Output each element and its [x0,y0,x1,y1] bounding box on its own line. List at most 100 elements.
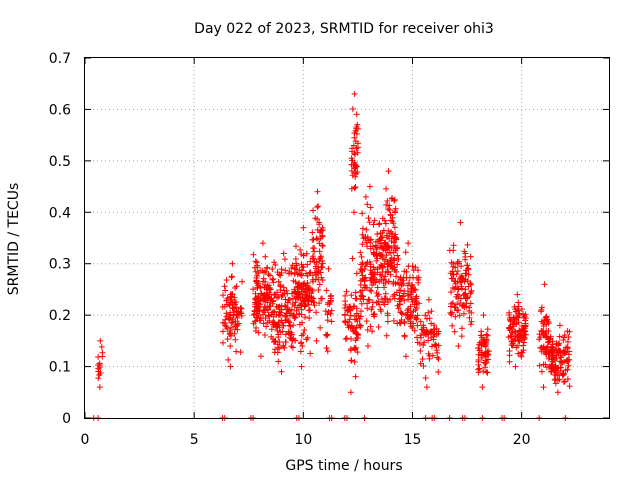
data-point [277,312,284,319]
data-point [342,311,349,318]
data-point [458,285,465,292]
data-point [223,277,230,284]
data-point [384,197,391,204]
data-point [280,322,287,329]
data-point [391,196,398,203]
data-point [522,331,529,338]
data-point [221,320,228,327]
data-point [553,355,560,362]
data-point [286,268,293,275]
data-point [317,324,324,331]
data-point [455,307,462,314]
data-point [304,280,311,287]
data-point [458,263,465,270]
data-point [358,268,365,275]
data-point [365,296,372,303]
data-point [315,270,322,277]
data-point [482,342,489,349]
data-point [282,267,289,274]
data-point [467,253,474,260]
data-point [349,255,356,262]
data-point [227,363,234,370]
data-point [289,344,296,351]
data-point [368,271,375,278]
data-point [288,336,295,343]
data-point [385,278,392,285]
data-point [346,303,353,310]
data-point [271,291,278,298]
data-point [520,342,527,349]
data-point [551,377,558,384]
data-point [543,350,550,357]
data-point [303,250,310,257]
data-point [342,336,349,343]
data-point [454,301,461,308]
data-point [252,303,259,310]
data-point [379,215,386,222]
data-point [484,369,491,376]
data-point [518,332,525,339]
data-point [292,299,299,306]
data-point [351,185,358,192]
data-point [304,261,311,268]
data-point [227,299,234,306]
data-point [483,336,490,343]
data-point [254,284,261,291]
data-point [277,283,284,290]
data-point [316,229,323,236]
data-point [257,353,264,360]
data-point [367,239,374,246]
data-point [328,318,335,325]
data-point [381,301,388,308]
data-point [516,338,523,345]
data-point [384,312,391,319]
data-point [307,307,314,314]
data-point [298,332,305,339]
data-point [349,157,356,164]
data-point [376,244,383,251]
data-point [476,339,483,346]
data-point [277,272,284,279]
data-point [323,287,330,294]
data-point [480,312,487,319]
data-point [296,311,303,318]
data-point [421,329,428,336]
data-point [282,338,289,345]
data-point [369,299,376,306]
data-point [448,289,455,296]
data-point [452,264,459,271]
data-point [560,378,567,385]
data-point [388,195,395,202]
data-point [391,235,398,242]
data-point [564,358,571,365]
data-point [545,320,552,327]
data-point [522,315,529,322]
data-point [409,298,416,305]
y-tick-label: 0.5 [49,154,71,170]
data-point [315,267,322,274]
y-axis-ticks: 0 0.1 0.2 0.3 0.4 0.5 0.6 0.7 [49,51,609,427]
data-point [319,242,326,249]
data-point [290,295,297,302]
data-point [262,278,269,285]
data-point [228,274,235,281]
data-point [506,358,513,365]
data-point [466,314,473,321]
data-point [274,327,281,334]
data-point [518,349,525,356]
data-point [297,294,304,301]
data-point [390,317,397,324]
data-point [324,301,331,308]
data-point [361,276,368,283]
data-point [509,328,516,335]
data-point [316,248,323,255]
data-point [352,138,359,145]
data-point [274,289,281,296]
data-point [270,313,277,320]
data-point [292,265,299,272]
data-point [554,365,561,372]
data-point [319,257,326,264]
data-point [394,320,401,327]
data-point [385,205,392,212]
